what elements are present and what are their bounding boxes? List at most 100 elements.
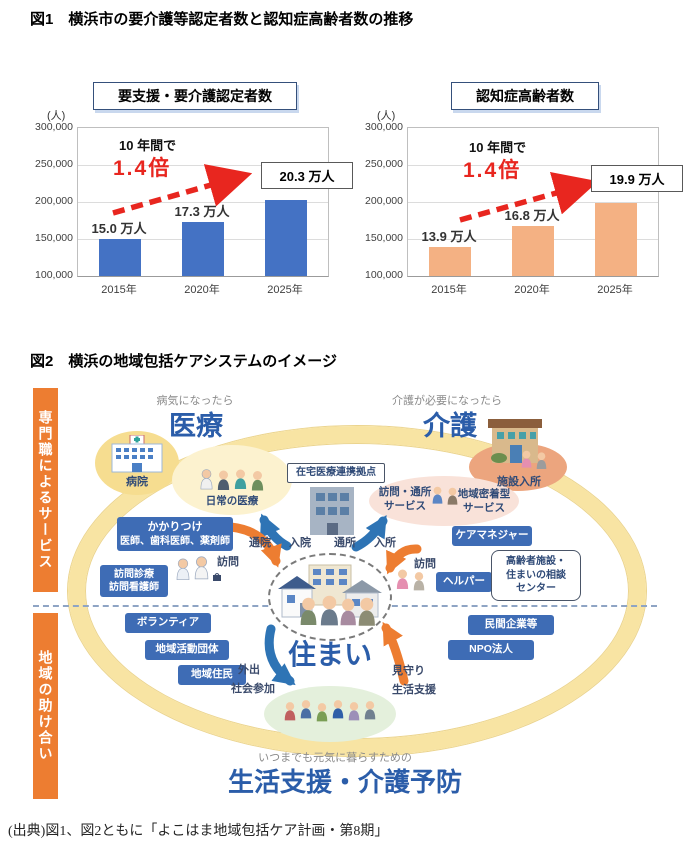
helper-box: ヘルパー (436, 572, 492, 592)
flow-label-daycare: 通所 (334, 537, 356, 549)
x-axis-tick: 2025年 (597, 284, 633, 296)
source-citation: (出典)図1、図2ともに「よこはま地域包括ケア計画・第8期」 (8, 824, 389, 839)
visit-service-line2: サービス (384, 499, 426, 512)
visiting-care-line1: 訪問診療 (114, 569, 154, 580)
bar-value-label: 15.0 万人 (91, 221, 147, 236)
sidebar-label: 地域の助け合い (37, 650, 54, 762)
chart-title: 認知症高齢者数 (451, 82, 599, 110)
care-heading: 介護 (423, 411, 477, 441)
family-doctor-line1: かかりつけ (147, 521, 203, 533)
bar-2020年 (182, 222, 224, 276)
flow-label-social-participation: 社会参加 (231, 683, 275, 695)
npo-box: NPO法人 (448, 640, 534, 660)
consultation-center-box: 高齢者施設・ 住まいの相談 センター (491, 550, 581, 601)
flow-label-admission: 入所 (374, 537, 396, 549)
sidebar-label: 専門職によるサービス (37, 410, 54, 570)
visit-service-ellipse: 訪問・通所 サービス 地域密着型 サービス (369, 476, 519, 526)
home-medical-hub-box: 在宅医療連携拠点 (287, 463, 385, 483)
x-axis-tick: 2025年 (267, 284, 303, 296)
hospital-icon (111, 435, 163, 473)
facility-building-icon (488, 419, 542, 463)
exercise-ellipse (264, 686, 396, 742)
x-axis-tick: 2015年 (101, 284, 137, 296)
community-service-line1: 地域密着型 (457, 488, 511, 500)
bar-2025年 (595, 203, 637, 276)
annotation-ratio: 1.4倍 (463, 159, 522, 182)
care-manager-box: ケアマネジャー (452, 526, 532, 546)
gridline (78, 165, 328, 166)
community-group-box: 地域活動団体 (145, 640, 229, 660)
bar-value-label: 17.3 万人 (174, 204, 230, 219)
housing-circle (268, 553, 392, 641)
medical-caption: 病気になったら (156, 395, 234, 407)
community-service-line2: サービス (463, 501, 505, 514)
support-heading: 生活支援・介護予防 (227, 767, 462, 797)
flow-label-visit-right: 訪問 (414, 558, 436, 570)
visit-service-line1: 訪問・通所 (378, 486, 432, 498)
housing-heading: 住まい (287, 639, 372, 670)
office-building-icon (310, 487, 354, 535)
housing-illustration (278, 564, 382, 626)
community-care-diagram: 専門職によるサービス 地域の助け合い 病気になったら 医療 介護が必要になったら… (0, 383, 690, 819)
y-axis-unit: (人) (377, 110, 396, 122)
bar-value-label: 16.8 万人 (504, 208, 560, 223)
x-axis-tick: 2020年 (184, 284, 220, 296)
wheelchair-care-illustration (520, 449, 548, 469)
y-axis-tick: 100,000 (35, 269, 73, 281)
annotation-period: 10 年間で (469, 140, 527, 155)
support-caption: いつまでも元気に暮らすための (258, 752, 412, 764)
family-doctor-box: かかりつけ 医師、歯科医師、薬剤師 (117, 517, 233, 552)
figure2-title: 図2 横浜の地域包括ケアシステムのイメージ (30, 353, 337, 370)
x-axis-tick: 2020年 (514, 284, 550, 296)
y-axis-tick: 150,000 (365, 232, 403, 244)
bar-2015年 (99, 239, 141, 276)
residents-box: 地域住民 (178, 665, 246, 685)
y-axis-tick: 250,000 (35, 158, 73, 170)
bar-2015年 (429, 247, 471, 276)
consultation-line3: センター (516, 583, 556, 594)
figure1-title: 図1 横浜市の要介護等認定者数と認知症高齢者数の推移 (30, 11, 414, 28)
chart-dementia-elderly: 認知症高齢者数 (人) 10 年間で 1.4倍 300,000 250,000 20… (365, 80, 685, 306)
sidebar-professional-services: 専門職によるサービス (33, 388, 58, 592)
flow-label-life-support: 生活支援 (392, 684, 436, 696)
sidebar-community-help: 地域の助け合い (33, 613, 58, 799)
annotation-period: 10 年間で (119, 138, 177, 153)
y-axis-tick: 150,000 (35, 232, 73, 244)
bar-value-label: 20.3 万人 (261, 162, 353, 189)
hospital-ellipse: 病院 (95, 431, 179, 495)
private-company-box: 民間企業等 (468, 615, 554, 635)
flow-label-outpatient: 通院 (249, 537, 271, 549)
gridline (408, 165, 658, 166)
visit-service-label: 訪問・通所 サービス (374, 486, 436, 513)
visiting-care-box: 訪問診療 訪問看護師 (100, 565, 168, 597)
bar-2020年 (512, 226, 554, 276)
chart-certified-care: 要支援・要介護認定者数 (人) 10 年間で 1.4倍 300,000 250,0… (35, 80, 355, 306)
community-service-label: 地域密着型 サービス (453, 488, 515, 515)
bar-2025年 (265, 200, 307, 276)
y-axis-tick: 200,000 (365, 195, 403, 207)
bar-value-label: 13.9 万人 (421, 229, 477, 244)
consultation-line1: 高齢者施設・ (506, 556, 566, 567)
hospital-label: 病院 (126, 476, 148, 488)
daily-medical-label: 日常の医療 (205, 495, 259, 507)
annotation-ratio: 1.4倍 (113, 157, 172, 180)
family-doctor-line2: 医師、歯科医師、薬剤師 (120, 535, 230, 547)
y-axis-tick: 300,000 (35, 121, 73, 133)
visiting-doctor-nurse-illustration (175, 553, 222, 582)
y-axis-unit: (人) (47, 110, 66, 122)
x-axis-tick: 2015年 (431, 284, 467, 296)
flow-label-visit-left: 訪問 (217, 556, 239, 568)
consultation-line2: 住まいの相談 (506, 569, 566, 581)
care-caption: 介護が必要になったら (392, 395, 502, 407)
volunteer-box: ボランティア (125, 613, 211, 633)
y-axis-tick: 250,000 (365, 158, 403, 170)
medical-heading: 医療 (169, 411, 223, 441)
y-axis-tick: 200,000 (35, 195, 73, 207)
plot-area (407, 127, 659, 277)
facility-label: 施設入所 (497, 476, 541, 488)
y-axis-tick: 300,000 (365, 121, 403, 133)
flow-label-watching: 見守り (392, 665, 425, 677)
daily-medical-ellipse: 日常の医療 (172, 445, 292, 515)
exercise-group-illustration (272, 696, 388, 722)
